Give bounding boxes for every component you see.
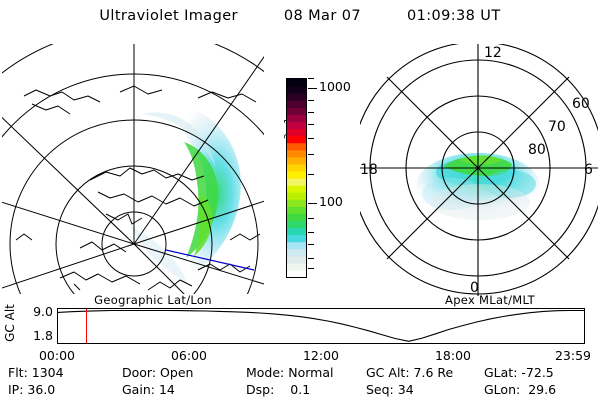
mlat-label-70: 70 [548,119,566,135]
status-gcalt-value: 7.6 Re [413,365,454,380]
status-glon: GLon: 29.6 [484,381,556,398]
mlt-spokes [360,44,598,296]
status-seq: Seq: 34 [366,381,414,398]
orbit-ytick-high: 9.0 [33,304,53,319]
status-flt: Flt: 1304 [8,364,64,381]
geographic-panel-caption: Geographic Lat/Lon [94,293,212,307]
colorbar-tick [308,154,314,155]
status-flt-value: 1304 [31,365,64,380]
colorbar-tick [308,268,314,269]
colorbar-tick [308,244,314,245]
mlt-label-6: 6 [584,162,593,178]
orbit-xtick-0: 00:00 [38,348,76,363]
status-seq-value: 34 [397,382,414,397]
status-gcalt: GC Alt: 7.6 Re [366,364,453,381]
status-gain: Gain: 14 [122,381,175,398]
mlat-label-60: 60 [572,96,590,112]
status-gcalt-label: GC Alt: [366,365,410,380]
status-row: Flt: 1304 Door: Open Mode: Normal GC Alt… [0,364,600,381]
terminator-line [165,249,255,271]
status-door: Door: Open [122,364,193,381]
orbit-altitude-plot[interactable]: GC Alt 9.0 1.8 00:00 06:00 12:00 18:00 2… [0,302,600,363]
status-mode-label: Mode: [246,365,285,380]
orbit-altitude-curve [58,309,584,343]
mlt-label-18: 18 [360,162,378,178]
status-ip-label: IP: [8,382,24,397]
status-flt-label: Flt: [8,365,28,380]
orbit-xtick-3: 18:00 [434,348,472,363]
colorbar-label-100: 100 [319,194,343,209]
colorbar-tick-major-100 [308,203,317,204]
status-glat-label: GLat: [484,365,518,380]
time-cursor[interactable] [86,309,87,343]
status-glat: GLat: -72.5 [484,364,554,381]
colorbar-tick [308,78,314,79]
status-gain-label: Gain: [122,382,155,397]
colorbar-gradient [286,78,307,278]
status-dsp: Dsp: 0.1 [246,381,310,398]
colorbar-tick-major-1000 [308,88,317,89]
status-ip-value: 36.0 [27,382,56,397]
apex-polar-plot: 12 6 0 18 80 70 60 [360,44,598,296]
status-dsp-value: 0.1 [290,382,311,397]
header-bar: Ultraviolet Imager 08 Mar 07 01:09:38 UT [0,4,600,28]
status-glat-value: -72.5 [521,365,554,380]
status-door-label: Door: [122,365,157,380]
status-gain-value: 14 [158,382,175,397]
colorbar-tick [308,218,314,219]
orbit-ytick-low: 1.8 [33,328,53,343]
colorbar-label-1000: 1000 [319,79,351,94]
colorbar-swatches [287,79,306,277]
longitude-graticule [2,44,264,294]
observation-time: 01:09:38 UT [406,8,501,24]
colorbar-tick [308,232,314,233]
status-footer: Flt: 1304 Door: Open Mode: Normal GC Alt… [0,364,600,398]
orbit-xtick-4: 23:59 [554,348,592,363]
orbit-y-axis-label: GC Alt [3,304,17,342]
orbit-xtick-2: 12:00 [302,348,340,363]
apex-image-panel[interactable]: 12 6 0 18 80 70 60 [360,44,598,296]
status-glon-label: GLon: [484,382,521,397]
colorbar: photon cm-2s-1 1000 100 [265,52,357,292]
status-seq-label: Seq: [366,382,394,397]
orbit-plot-box [57,308,585,344]
geographic-plot [2,44,264,294]
mlat-label-80: 80 [528,142,546,158]
observation-date: 08 Mar 07 [283,8,361,24]
status-ip: IP: 36.0 [8,381,55,398]
colorbar-tick [308,174,314,175]
colorbar-tick [308,258,314,259]
colorbar-tick [308,124,314,125]
colorbar-tick [308,100,314,101]
colorbar-tick [308,138,314,139]
coastline-outlines [15,85,261,291]
status-mode-value: Normal [288,365,334,380]
status-glon-value: 29.6 [528,382,557,397]
colorbar-tick [308,112,314,113]
status-dsp-label: Dsp: [246,382,275,397]
status-door-value: Open [160,365,194,380]
mlt-label-12: 12 [484,45,502,61]
status-mode: Mode: Normal [246,364,334,381]
orbit-xtick-1: 06:00 [170,348,208,363]
apex-panel-caption: Apex MLat/MLT [445,293,535,307]
status-row: IP: 36.0 Gain: 14 Dsp: 0.1 Seq: 34 GLon:… [0,381,600,398]
mlt-label-0: 0 [470,280,479,296]
geographic-image-panel[interactable] [2,44,264,294]
instrument-title: Ultraviolet Imager [99,8,238,24]
